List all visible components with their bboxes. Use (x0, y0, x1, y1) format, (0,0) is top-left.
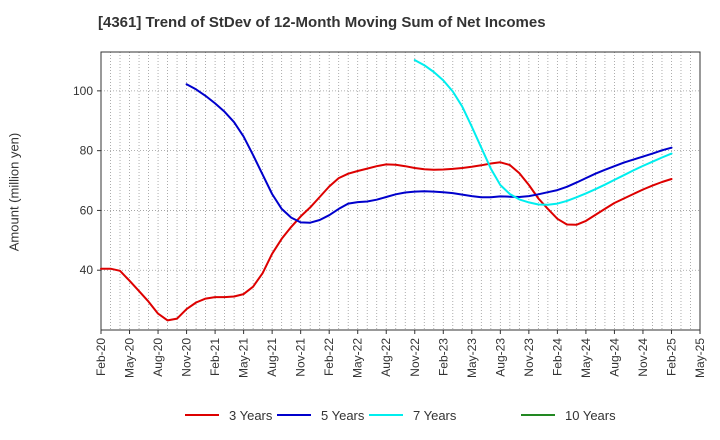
x-tick-label: Aug-21 (265, 338, 279, 377)
chart-title: [4361] Trend of StDev of 12-Month Moving… (98, 14, 546, 31)
legend-swatch (185, 414, 219, 416)
x-tick-label: Aug-20 (151, 338, 165, 377)
x-tick-label: Nov-23 (522, 338, 536, 377)
legend-label: 10 Years (565, 407, 616, 423)
x-tick-label: Nov-20 (180, 338, 194, 377)
plot-area-frame (100, 51, 701, 331)
y-tick-label: 60 (80, 203, 94, 217)
x-tick-label: May-21 (237, 338, 251, 378)
series-line-3-years (100, 161, 673, 322)
legend-item: 5 Years (277, 404, 364, 426)
legend-item: 3 Years (185, 404, 272, 426)
legend-label: 5 Years (321, 407, 365, 423)
legend-label: 7 Years (413, 407, 457, 423)
x-tick-label: May-23 (465, 338, 479, 378)
series-line-7-years (413, 59, 673, 206)
x-tick-label: Feb-21 (208, 338, 222, 376)
y-tick-label: 100 (73, 84, 93, 98)
legend-swatch (369, 414, 403, 416)
legend-label: 3 Years (229, 407, 273, 423)
x-tick-label: Aug-24 (607, 338, 621, 377)
legend-item: 10 Years (521, 404, 616, 426)
x-tick-label: Nov-22 (408, 338, 422, 377)
x-tick-label: May-25 (693, 338, 707, 378)
x-tick-label: May-22 (351, 338, 365, 378)
x-tick-label: Aug-22 (379, 338, 393, 377)
x-tick-label: Feb-24 (550, 338, 564, 376)
x-tick-label: Feb-23 (436, 338, 450, 376)
x-tick-label: Aug-23 (493, 338, 507, 377)
x-tick-label: Feb-22 (322, 338, 336, 376)
x-tick-label: Nov-21 (294, 338, 308, 377)
legend-swatch (277, 414, 311, 416)
y-tick-label: 80 (80, 144, 94, 158)
legend: 3 Years 5 Years 7 Years 10 Years (0, 404, 720, 426)
x-tick-label: Nov-24 (636, 338, 650, 377)
x-tick-label: May-20 (123, 338, 137, 378)
x-tick-label: Feb-20 (94, 338, 108, 376)
x-tick-label: May-24 (579, 338, 593, 378)
series-line-5-years (185, 83, 673, 224)
x-tick-label: Feb-25 (664, 338, 678, 376)
legend-swatch (521, 414, 555, 416)
legend-item: 7 Years (369, 404, 456, 426)
y-tick-label: 40 (80, 263, 94, 277)
